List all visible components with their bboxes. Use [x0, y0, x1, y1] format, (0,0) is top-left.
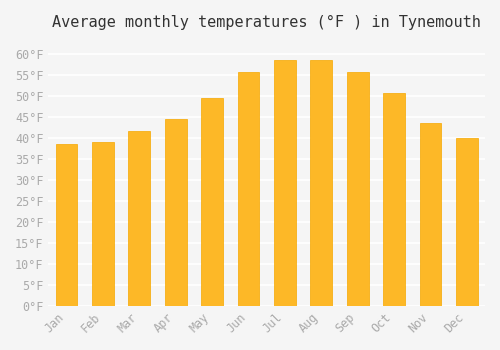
Bar [274, 60, 296, 306]
Bar [238, 72, 260, 306]
Bar [56, 144, 78, 306]
Bar [310, 60, 332, 306]
Bar [165, 119, 186, 306]
Bar [201, 98, 223, 306]
Bar [128, 131, 150, 306]
Bar [456, 138, 477, 306]
Bar [346, 72, 368, 306]
Bar [92, 142, 114, 306]
Bar [420, 123, 442, 306]
Bar [383, 93, 405, 306]
Title: Average monthly temperatures (°F ) in Tynemouth: Average monthly temperatures (°F ) in Ty… [52, 15, 481, 30]
